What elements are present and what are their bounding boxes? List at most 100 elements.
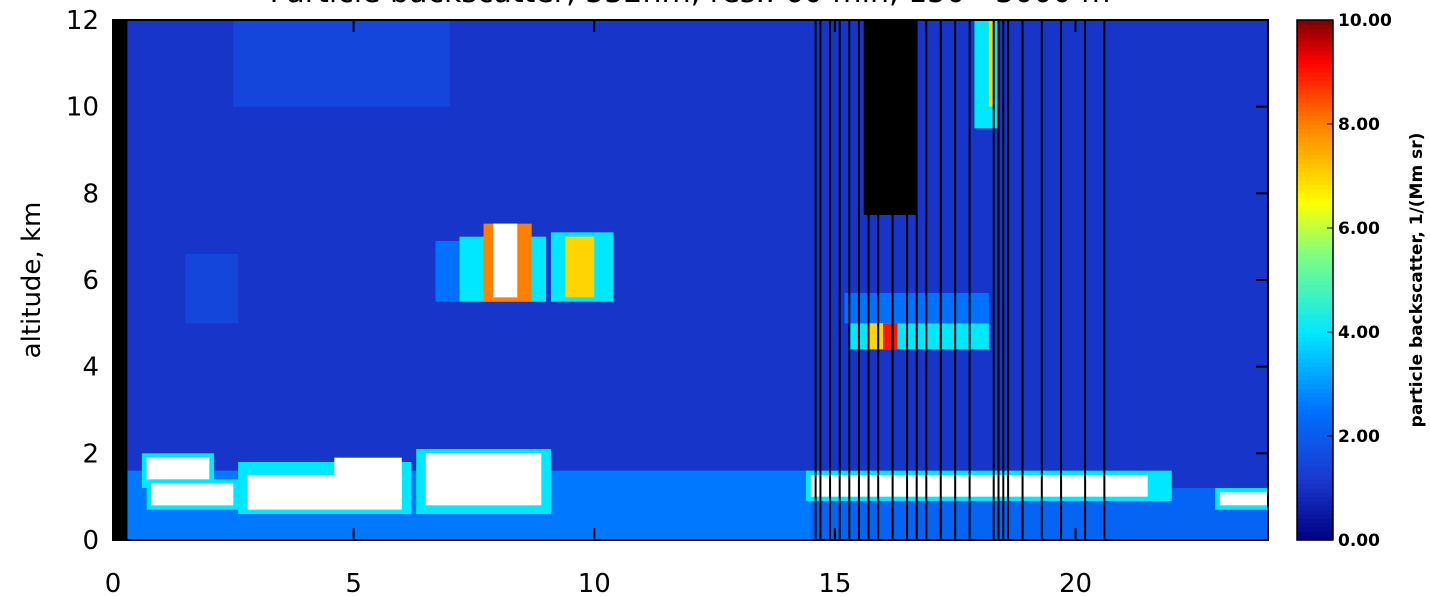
colorbar-swatch [1297,50,1333,56]
colorbar-swatch [1297,98,1333,103]
colorbar-swatch [1297,332,1333,337]
colorbar-swatch [1297,488,1333,493]
colorbar-swatch [1297,262,1333,268]
heatmap-cell [810,475,1148,497]
colorbar-swatch [1297,115,1333,121]
colorbar-swatch [1297,466,1333,472]
colorbar-swatch [1297,492,1333,498]
heatmap-cell [565,236,595,298]
y-tick-label: 4 [82,353,99,383]
colorbar-swatch [1297,59,1333,64]
colorbar-swatch [1297,67,1333,73]
colorbar-swatch [1297,358,1333,363]
heatmap-cell [974,20,999,129]
x-tick-label: 5 [345,569,362,596]
colorbar-swatch [1297,119,1333,125]
x-tick-label: 20 [1059,569,1092,596]
colorbar-swatch [1297,167,1333,173]
colorbar-swatch [1297,340,1333,346]
colorbar-swatch [1297,80,1333,86]
colorbar-swatch [1297,158,1333,164]
colorbar-tick-label: 4.00 [1338,323,1380,343]
colorbar-swatch [1297,89,1333,95]
colorbar-tick-label: 10.00 [1338,11,1392,31]
colorbar-swatch [1297,453,1333,459]
colorbar-swatch [1297,184,1333,190]
colorbar-swatch [1297,180,1333,186]
colorbar-swatch [1297,275,1333,281]
colorbar-swatch [1297,392,1333,398]
colorbar-swatch [1297,384,1333,389]
colorbar-swatch [1297,431,1333,437]
colorbar-swatch [1297,232,1333,238]
colorbar-swatch [1297,106,1333,112]
colorbar-swatch [1297,509,1333,515]
colorbar-swatch [1297,228,1333,233]
colorbar-swatch [1297,436,1333,441]
colorbar-swatch [1297,249,1333,255]
colorbar-swatch [1297,319,1333,324]
colorbar-swatch [1297,483,1333,489]
colorbar-swatch [1297,280,1333,285]
colorbar-swatch [1297,197,1333,203]
heatmap-cell [151,483,234,506]
colorbar-swatch [1297,111,1333,116]
heatmap-cell [146,457,210,484]
x-tick-label: 0 [105,569,122,596]
colorbar-tick-label: 6.00 [1338,219,1380,239]
colorbar-swatch [1297,462,1333,467]
x-tick-label: 15 [818,569,851,596]
colorbar-swatch [1297,206,1333,212]
colorbar-swatch [1297,141,1333,147]
colorbar-swatch [1297,132,1333,138]
colorbar-swatch [1297,414,1333,420]
colorbar-swatch [1297,306,1333,311]
colorbar-swatch [1297,215,1333,220]
colorbar-swatch [1297,310,1333,316]
colorbar-swatch [1297,284,1333,290]
colorbar-swatch [1297,366,1333,372]
colorbar-swatch [1297,63,1333,69]
colorbar-swatch [1297,154,1333,160]
colorbar-swatch [1297,54,1333,60]
colorbar-tick-label: 2.00 [1338,427,1380,447]
colorbar-swatch [1297,124,1333,129]
colorbar-swatch [1297,85,1333,90]
colorbar-swatch [1297,46,1333,51]
colorbar-swatch [1297,41,1333,47]
colorbar-swatch [1297,371,1333,376]
heatmap-cell [493,223,518,298]
y-tick-label: 6 [82,266,99,296]
heatmap-cell [883,323,898,350]
colorbar-swatch [1297,102,1333,108]
colorbar-swatch [1297,440,1333,446]
colorbar-swatch [1297,323,1333,329]
colorbar-label: particle backscatter, 1/(Mm sr) [1407,133,1427,428]
colorbar-swatch [1297,514,1333,519]
colorbar-swatch [1297,470,1333,476]
colorbar-swatch [1297,362,1333,368]
y-tick-label: 10 [66,93,99,123]
colorbar-swatch [1297,327,1333,333]
colorbar-swatch [1297,535,1333,541]
colorbar-swatch [1297,267,1333,272]
colorbar-swatch [1297,401,1333,407]
colorbar-swatch [1297,176,1333,181]
colorbar-tick-label: 8.00 [1338,115,1380,135]
colorbar-swatch [1297,93,1333,99]
colorbar-swatch [1297,349,1333,355]
colorbar-swatch [1297,353,1333,359]
colorbar-swatch [1297,223,1333,229]
colorbar-swatch [1297,189,1333,194]
colorbar-swatch [1297,28,1333,34]
heatmap-cell [334,457,402,506]
colorbar-swatch [1297,531,1333,537]
colorbar-swatch [1297,245,1333,251]
colorbar-swatch [1297,150,1333,155]
colorbar-swatch [1297,288,1333,294]
y-tick-label: 2 [82,439,99,469]
x-tick-label: 10 [578,569,611,596]
colorbar-swatch [1297,405,1333,411]
colorbar-swatch [1297,293,1333,298]
